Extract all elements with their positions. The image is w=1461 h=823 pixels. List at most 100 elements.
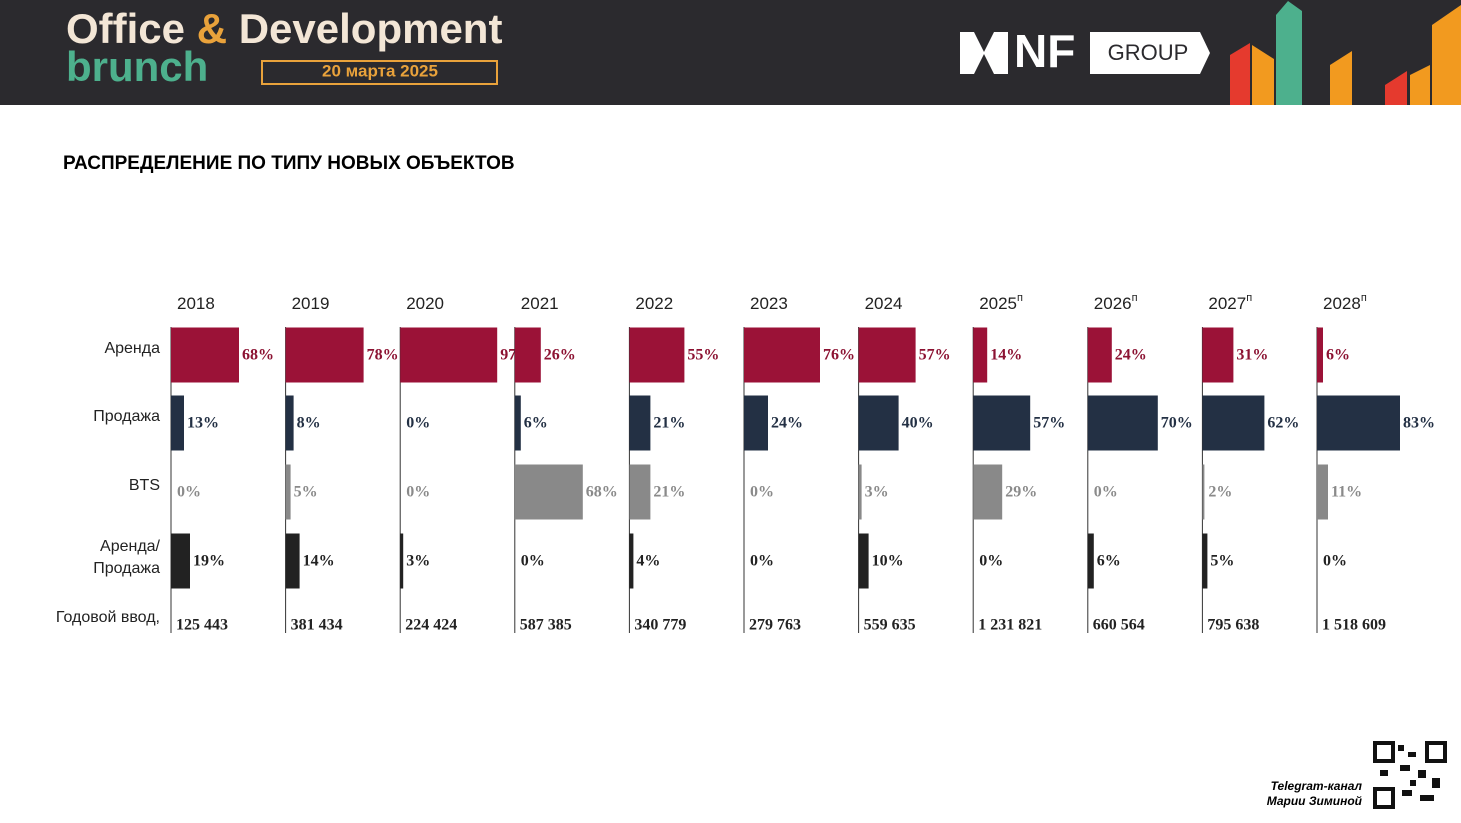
total-value: 381 434 (291, 617, 343, 634)
logo: NF GROUP (960, 25, 1210, 77)
value-label: 57% (919, 347, 951, 364)
bar (514, 464, 583, 520)
logo-box (1090, 32, 1210, 74)
bar (285, 395, 294, 451)
year-label: 2024 (865, 294, 903, 313)
value-label: 0% (177, 484, 201, 501)
year: 2018 (177, 294, 215, 313)
value-label: 24% (771, 415, 803, 432)
bar (171, 327, 239, 383)
year-mark: п (1246, 292, 1252, 304)
bar (171, 395, 184, 451)
totals-label: Годовой ввод, (56, 609, 160, 626)
year-label: 2022 (635, 294, 673, 313)
total-value: 340 779 (634, 617, 686, 634)
value-label: 3% (865, 484, 889, 501)
value-label: 14% (990, 347, 1022, 364)
value-label: 13% (187, 415, 219, 432)
year-label: 2026п (1094, 292, 1138, 314)
value-label: 78% (367, 347, 399, 364)
value-label: 70% (1161, 415, 1193, 432)
value-label: 0% (750, 484, 774, 501)
value-label: 62% (1267, 415, 1299, 432)
year-mark: п (1361, 292, 1367, 304)
total-value: 1 231 821 (978, 617, 1042, 634)
value-label: 68% (242, 347, 274, 364)
value-label: 40% (902, 415, 934, 432)
value-label: 4% (636, 553, 660, 570)
value-label: 19% (193, 553, 225, 570)
year: 2019 (292, 294, 330, 313)
year-label: 2021 (521, 294, 559, 313)
bar (629, 533, 634, 589)
header-decoration (1230, 1, 1461, 105)
value-label: 5% (294, 484, 318, 501)
year-label: 2025п (979, 292, 1023, 314)
bar (400, 533, 404, 589)
bar (1087, 327, 1112, 383)
row-label: Продажа (93, 408, 160, 425)
value-label: 21% (653, 484, 685, 501)
year: 2025 (979, 294, 1017, 313)
value-label: 0% (979, 553, 1003, 570)
total-value: 559 635 (864, 617, 916, 634)
value-label: 0% (521, 553, 545, 570)
bar (1317, 464, 1328, 520)
bar (1202, 464, 1205, 520)
year: 2024 (865, 294, 903, 313)
value-label: 10% (872, 553, 904, 570)
bar (285, 533, 300, 589)
year-mark: п (1017, 292, 1023, 304)
value-label: 31% (1236, 347, 1268, 364)
value-label: 29% (1005, 484, 1037, 501)
total-value: 660 564 (1093, 617, 1145, 634)
bar (1202, 327, 1234, 383)
bar (285, 327, 364, 383)
brand-line2: brunch (66, 43, 208, 90)
date: 20 марта 2025 (322, 61, 438, 80)
year: 2020 (406, 294, 444, 313)
year: 2021 (521, 294, 559, 313)
bar (514, 327, 541, 383)
brand-word: Development (239, 5, 503, 52)
year: 2027 (1208, 294, 1246, 313)
total-value: 795 638 (1207, 617, 1259, 634)
year-label: 2027п (1208, 292, 1252, 314)
date-box (261, 60, 498, 85)
bar (514, 395, 521, 451)
year-label: 2028п (1323, 292, 1367, 314)
bar (629, 464, 651, 520)
value-label: 0% (406, 484, 430, 501)
value-label: 83% (1403, 415, 1435, 432)
value-label: 8% (297, 415, 321, 432)
total-value: 1 518 609 (1322, 617, 1386, 634)
row-label-line: Продажа (93, 560, 160, 577)
row-label: Аренда/Продажа (93, 538, 160, 577)
value-label: 0% (1323, 553, 1347, 570)
bar (744, 395, 768, 451)
total-value: 224 424 (405, 617, 457, 634)
bar (629, 327, 685, 383)
row-label-line: Аренда/ (100, 538, 161, 555)
value-label: 55% (687, 347, 719, 364)
value-label: 21% (653, 415, 685, 432)
brand-amp: & (197, 5, 227, 52)
bar (400, 327, 498, 383)
value-label: 14% (303, 553, 335, 570)
value-label: 6% (1097, 553, 1121, 570)
year-label: 2020 (406, 294, 444, 313)
year-mark: п (1132, 292, 1138, 304)
bar (1317, 327, 1323, 383)
bar (973, 395, 1031, 451)
value-label: 68% (586, 484, 618, 501)
total-value: 587 385 (520, 617, 572, 634)
logo-mark (960, 32, 1008, 74)
bar (858, 395, 899, 451)
chart: Аренда Продажа BTS Аренда/Продажа Годовой вв… (56, 292, 1435, 634)
bar (973, 464, 1003, 520)
header-band (0, 0, 1461, 105)
year-label: 2018 (177, 294, 215, 313)
year: 2026 (1094, 294, 1132, 313)
value-label: 3% (406, 553, 430, 570)
